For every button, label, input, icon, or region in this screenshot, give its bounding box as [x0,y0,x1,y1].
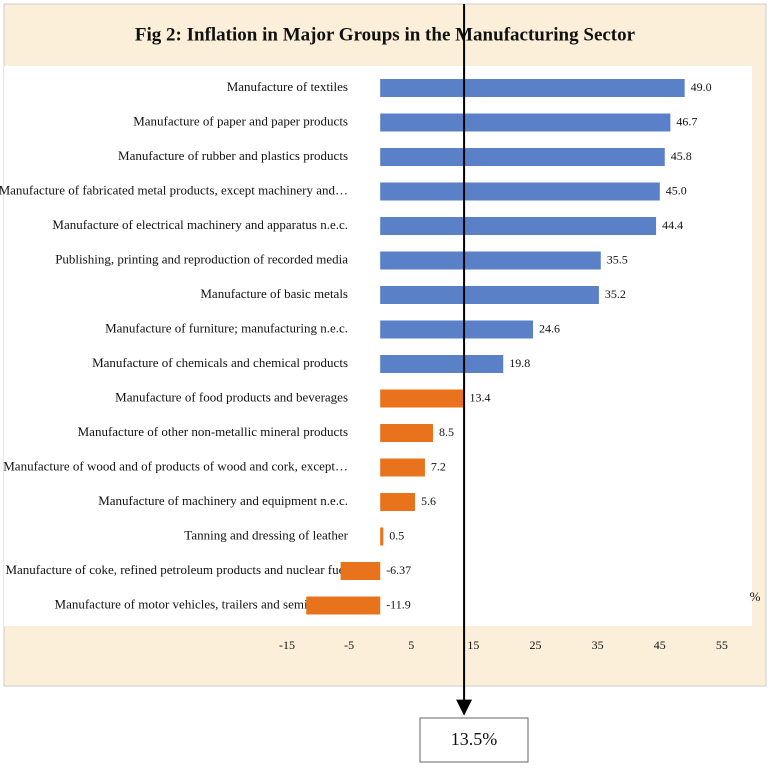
category-label: Tanning and dressing of leather [184,527,348,542]
data-label: 8.5 [439,425,454,439]
bar [380,251,601,270]
category-label: Manufacture of fabricated metal products… [0,182,348,197]
data-label: 5.6 [421,494,436,508]
x-tick-label: 15 [467,638,479,652]
bar [380,389,464,408]
data-label: 0.5 [389,528,404,542]
data-label: -11.9 [386,597,411,611]
x-tick-label: 25 [530,638,542,652]
category-label: Manufacture of basic metals [200,286,348,301]
bar [380,148,665,166]
category-label: Manufacture of chemicals and chemical pr… [92,355,348,370]
data-label: 35.2 [605,287,626,301]
data-label: 49.0 [691,80,712,94]
category-label: Manufacture of furniture; manufacturing … [105,320,348,335]
data-label: -6.37 [386,563,411,577]
bar [380,182,660,201]
bar [380,79,685,97]
bar [380,113,671,132]
x-tick-label: 5 [408,638,414,652]
x-tick-label: -15 [279,638,295,652]
data-label: 46.7 [676,114,697,128]
category-label: Manufacture of paper and paper products [133,113,348,128]
bar [306,596,381,615]
category-label: Manufacture of food products and beverag… [115,389,348,404]
x-tick-label: 45 [654,638,666,652]
bar [380,493,415,511]
x-tick-label: 55 [716,638,728,652]
category-label: Manufacture of textiles [227,79,348,94]
bar [380,217,657,235]
data-label: 44.4 [662,218,683,232]
reference-label: 13.5% [451,729,498,749]
bar [380,286,599,304]
category-label: Manufacture of coke, refined petroleum p… [5,562,348,577]
reference-box [419,717,529,763]
bar [380,424,434,442]
x-tick-label: -5 [344,638,354,652]
category-label: Manufacture of motor vehicles, trailers … [55,596,348,611]
bar [380,527,384,546]
x-tick-label: 35 [592,638,604,652]
category-label: Manufacture of machinery and equipment n… [98,493,348,508]
category-label: Publishing, printing and reproduction of… [55,251,348,266]
data-label: 45.8 [671,149,692,163]
data-label: 45.0 [666,183,687,197]
category-label: Manufacture of rubber and plastics produ… [118,148,348,163]
data-label: 19.8 [509,356,530,370]
x-axis-label: % [750,589,761,604]
bar [340,562,381,580]
chart-title: Fig 2: Inflation in Major Groups in the … [135,24,636,45]
bar [380,320,534,339]
category-label: Manufacture of electrical machinery and … [52,217,348,232]
category-label: Manufacture of other non-metallic minera… [78,424,348,439]
data-label: 7.2 [431,459,446,473]
data-label: 13.4 [469,390,490,404]
bar [380,355,504,373]
data-label: 24.6 [539,321,560,335]
category-label: Manufacture of wood and of products of w… [3,458,348,473]
data-label: 35.5 [607,252,628,266]
bar [380,458,425,477]
